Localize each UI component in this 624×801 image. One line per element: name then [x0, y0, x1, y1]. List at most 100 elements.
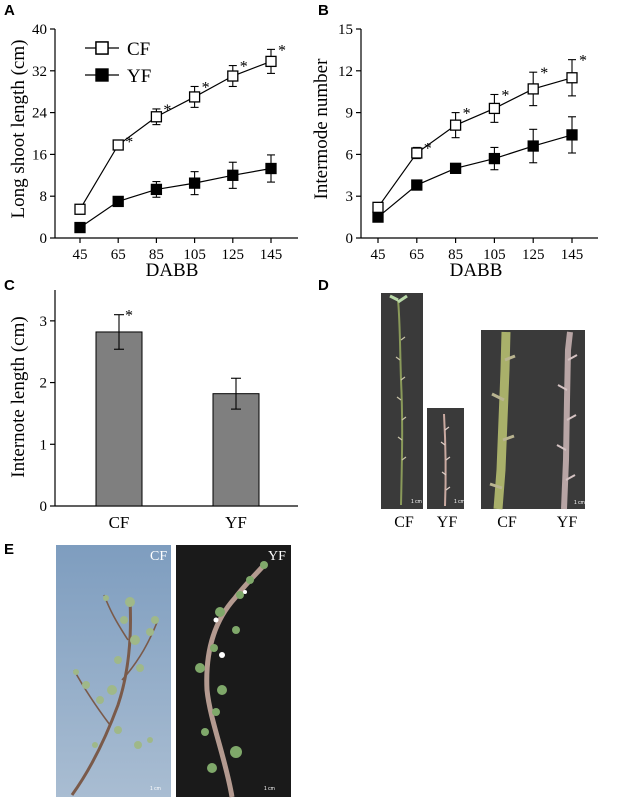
chart-a-series-cf-line: [79, 60, 272, 210]
chart-a-y-tick-label: 24: [32, 106, 48, 122]
chart-a-x-tick-label: 105: [183, 247, 206, 263]
chart-a-point-yf: [74, 221, 86, 234]
chart-b-point-yf: [527, 140, 539, 152]
chart-a-point-yf: [112, 195, 124, 208]
chart-a-point-yf: [188, 177, 201, 189]
shoot-d-yf-buds: [440, 426, 451, 491]
chart-b-point-yf: [449, 162, 462, 174]
panel-label-c: C: [4, 277, 15, 294]
chart-a-y-tick-label: 32: [32, 64, 47, 80]
chart-a-series-yf-line: [79, 167, 272, 229]
chart-b-x-tick-label: 125: [522, 247, 545, 263]
chart-c-y-tick-label: 2: [40, 376, 48, 392]
shoot-d-cf-closeup-buds: [489, 354, 516, 490]
chart-a-point-yf: [150, 183, 163, 196]
photo-e-cf-scale: 1 cm: [150, 786, 161, 792]
chart-b-point-cf: [411, 147, 423, 159]
chart-b-significance-cf: *: [540, 65, 548, 82]
chart-a-significance-cf: *: [163, 102, 171, 119]
shoot-d-yf-closeup-buds: [556, 354, 578, 481]
chart-b-series-cf-line: [377, 77, 573, 208]
chart-b-significance-cf: *: [463, 106, 471, 123]
chart-c-category-label-yf: YF: [225, 513, 247, 532]
chart-a-significance-cf: *: [125, 134, 133, 151]
panel-label-d: D: [318, 277, 329, 294]
chart-b-significance-cf: *: [501, 87, 509, 104]
chart-c-ylabel: Internote length (cm): [8, 316, 29, 477]
chart-b-x-tick-label: 65: [409, 247, 424, 263]
photo-d-yf-scale: 1 cm: [454, 499, 465, 505]
chart-a-point-yf: [265, 162, 277, 175]
chart-a-significance-cf: *: [278, 42, 286, 59]
chart-b-point-cf: [527, 83, 539, 95]
chart-b-y-tick-label: 3: [346, 189, 354, 205]
chart-a-point-yf: [227, 169, 239, 181]
chart-a-point-cf: [188, 91, 201, 103]
panel-label-b: B: [318, 2, 329, 19]
chart-b-point-yf: [566, 129, 578, 141]
chart-b-point-cf: [566, 72, 578, 84]
chart-c-y-tick-label: 0: [40, 499, 48, 515]
chart-b-point-cf: [372, 201, 384, 213]
chart-b-y-tick-label: 15: [338, 22, 353, 38]
chart-b-point-yf: [411, 179, 423, 191]
chart-b-x-tick-label: 85: [448, 247, 463, 263]
chart-c-bar-yf: [212, 393, 260, 507]
branch-e-yf-flowers: [213, 590, 247, 658]
chart-b-significance-cf: *: [424, 140, 432, 157]
chart-a-x-tick-label: 125: [222, 247, 245, 263]
panel-label-e: E: [4, 541, 15, 558]
photo-e-label-cf: CF: [150, 549, 167, 564]
chart-a-point-cf: [74, 203, 86, 215]
shoot-d-cf-closeup-stem: [493, 331, 511, 510]
chart-c-internode-length: Internote length (cm) 0 1 2 3 * CF YF: [8, 290, 298, 532]
chart-b-x-tick-label: 45: [371, 247, 386, 263]
photo-d-label-cf-2: CF: [497, 514, 517, 531]
chart-a-x-tick-label: 145: [260, 247, 283, 263]
chart-a-y-tick-label: 40: [32, 22, 47, 38]
branch-e-yf-stem: [204, 561, 268, 798]
chart-c-category-label-cf: CF: [109, 513, 130, 532]
chart-b-significance-cf: *: [579, 53, 587, 70]
chart-a-significance-cf: *: [202, 79, 210, 96]
chart-b-point-cf: [488, 102, 501, 115]
chart-b-series-yf-line: [377, 134, 573, 218]
photo-d-label-yf-2: YF: [557, 514, 578, 531]
chart-b-x-tick-label: 105: [483, 247, 506, 263]
legend-label-yf: YF: [127, 66, 151, 87]
chart-b-xlabel: DABB: [450, 260, 503, 281]
chart-a-legend: CF YF: [85, 39, 151, 87]
shoot-d-cf-buds: [395, 336, 407, 461]
chart-b-y-tick-label: 9: [346, 106, 354, 122]
chart-a-xlabel: DABB: [146, 260, 199, 281]
photo-d-label-cf-1: CF: [394, 514, 414, 531]
chart-c-y-tick-label: 3: [40, 314, 48, 330]
legend-label-cf: CF: [127, 39, 150, 60]
chart-c-y-tick-label: 1: [40, 437, 48, 453]
chart-a-shoot-length: Long shoot length (cm) DABB CF YF 0 8 16 24…: [8, 22, 298, 281]
chart-b-y-tick-label: 0: [346, 231, 354, 247]
photo-e-yf-scale: 1 cm: [264, 786, 275, 792]
chart-b-internode-number: Intermode number DABB 0 3 6 9 12 15 45 65 85 105 1…: [311, 22, 598, 281]
chart-a-y-tick-label: 0: [40, 231, 48, 247]
shoot-d-yf-closeup-stem: [561, 331, 573, 510]
chart-b-y-tick-label: 6: [346, 147, 354, 163]
chart-a-y-tick-label: 8: [40, 189, 48, 205]
chart-a-x-tick-label: 45: [73, 247, 88, 263]
legend-marker-cf-top: [95, 41, 109, 55]
shoot-d-cf-stem: [397, 299, 404, 506]
chart-a-point-cf: [227, 70, 239, 82]
shoot-d-cf-leaves: [389, 294, 408, 304]
chart-a-significance-cf: *: [240, 59, 248, 76]
chart-b-point-yf: [372, 211, 384, 223]
photo-d-closeup-scale: 1 cm: [574, 500, 585, 506]
chart-a-x-tick-label: 85: [149, 247, 164, 263]
chart-c-bar-cf: [95, 331, 143, 507]
photo-d-cf-scale: 1 cm: [411, 499, 422, 505]
chart-c-significance-cf: *: [125, 308, 133, 325]
branch-e-cf-leaves: [73, 595, 159, 749]
panel-e-branch-photos: CF 1 cm YF 1 cm: [56, 545, 291, 798]
panel-d-shoot-photos: 1 cm 1 cm 1 cm CF YF CF YF: [381, 293, 585, 531]
branch-e-cf-stem: [70, 599, 132, 796]
